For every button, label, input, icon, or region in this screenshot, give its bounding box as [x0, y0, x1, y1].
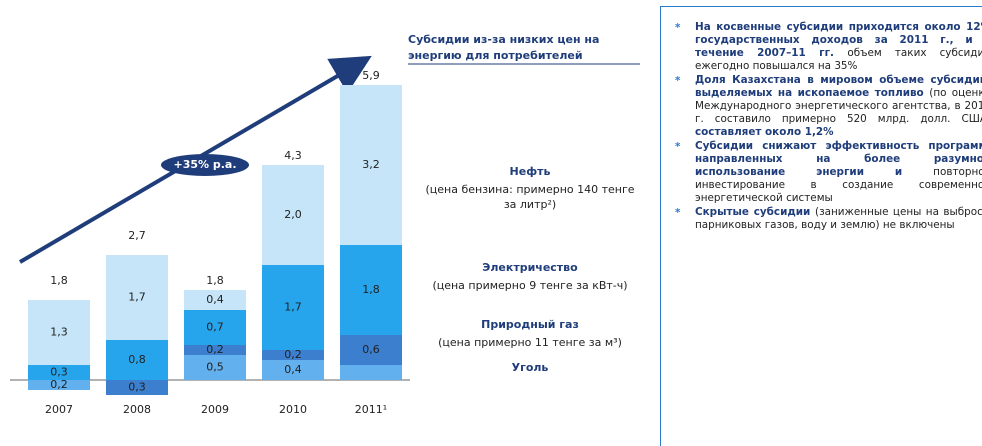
bar-segment [184, 345, 246, 355]
x-tick-label: 2010 [279, 403, 307, 416]
segment-label: 0,2 [284, 348, 302, 361]
bar-segment [262, 350, 324, 360]
legend-note: (цена примерно 11 тенге за м³) [438, 336, 622, 349]
bullet-text: На косвенные субсидии приходится около 1… [695, 21, 982, 59]
bullet-list: На косвенные субсидии приходится около 1… [661, 7, 982, 232]
bullet: Скрытые субсидии (заниженные цены на выб… [675, 206, 982, 232]
page: {"chart_data":{"type":"stacked_bar","tit… [0, 0, 982, 434]
bar-segment [262, 360, 324, 380]
segment-label: 0,3 [50, 366, 68, 379]
bar-segment [28, 300, 90, 365]
bullet-text: (заниженные цены на выбросы парниковых г… [695, 206, 982, 231]
bar-segment [340, 365, 402, 380]
annotation: +35% p.a. [173, 158, 236, 171]
legend-note: (цена примерно 9 тенге за кВт-ч) [432, 279, 627, 292]
segment-label: 0,6 [362, 343, 380, 356]
x-tick-label: 2011¹ [355, 403, 387, 416]
segment-label: 0,7 [206, 321, 224, 334]
segment-label: 1,8 [362, 283, 380, 296]
bar-segment [184, 355, 246, 380]
annotation-badge [161, 154, 249, 176]
segment-label: 0,4 [206, 293, 224, 306]
x-tick-label: 2008 [123, 403, 151, 416]
bullet: На косвенные субсидии приходится около 1… [675, 21, 982, 73]
legend-label: Нефть [510, 165, 551, 178]
bar-segment [262, 165, 324, 265]
bullet-text: объем таких субсидий ежегодно повышался … [695, 47, 982, 72]
segment-label: 1,7 [284, 301, 302, 314]
segment-label: 0,4 [284, 363, 302, 376]
bar-segment [106, 340, 168, 380]
total-label: 5,9 [362, 69, 380, 82]
bar-segment [106, 380, 168, 395]
chart-title: Субсидии из-за низких цен на энергию для … [408, 33, 599, 62]
segment-label: 0,3 [128, 381, 146, 394]
segment-label: 1,3 [50, 326, 68, 339]
total-label: 4,3 [284, 149, 302, 162]
text-panel: На косвенные субсидии приходится около 1… [660, 6, 982, 446]
bullet: Доля Казахстана в мировом объеме субсиди… [675, 74, 982, 139]
bullet-text: повторное инвестирование в создание совр… [695, 166, 982, 204]
segment-label: 1,7 [128, 291, 146, 304]
segment-label: 0,2 [50, 378, 68, 391]
segment-label: 0,2 [206, 343, 224, 356]
segment-label: 0,5 [206, 361, 224, 374]
bar-segment [340, 245, 402, 335]
legend-label: Природный газ [481, 318, 579, 331]
segment-label: 2,0 [284, 208, 302, 221]
segment-label: 3,2 [362, 158, 380, 171]
bullet-text: Субсидии снижают эффективность программ,… [695, 140, 982, 178]
bar-segment [262, 265, 324, 350]
legend-note: (цена бензина: примерно 140 тенге за литр… [425, 183, 634, 211]
bar-segment [184, 310, 246, 345]
bar-segment [184, 290, 246, 310]
total-label: 1,8 [50, 274, 68, 287]
bar-segment [340, 335, 402, 365]
legend-label: Уголь [512, 361, 549, 374]
bar-segment [340, 85, 402, 245]
bullet-text: составляет около 1,2% [695, 126, 834, 138]
bullet: Субсидии снижают эффективность программ,… [675, 140, 982, 205]
bar-segment [28, 380, 90, 390]
bullet-text: (по оценке Международного энергетическог… [695, 87, 982, 125]
chart: +35% p.a. Субсидии из-за низких цен на эн… [10, 33, 640, 416]
legend-label: Электричество [482, 261, 578, 274]
segment-label: 0,8 [128, 353, 146, 366]
bullet-text: Скрытые субсидии [695, 206, 816, 218]
total-label: 2,7 [128, 229, 146, 242]
bar-segment [106, 255, 168, 340]
bar-segment [28, 365, 90, 380]
x-tick-label: 2007 [45, 403, 73, 416]
x-tick-label: 2009 [201, 403, 229, 416]
bullet-text: Доля Казахстана в мировом объеме субсиди… [695, 74, 982, 99]
total-label: 1,8 [206, 274, 224, 287]
